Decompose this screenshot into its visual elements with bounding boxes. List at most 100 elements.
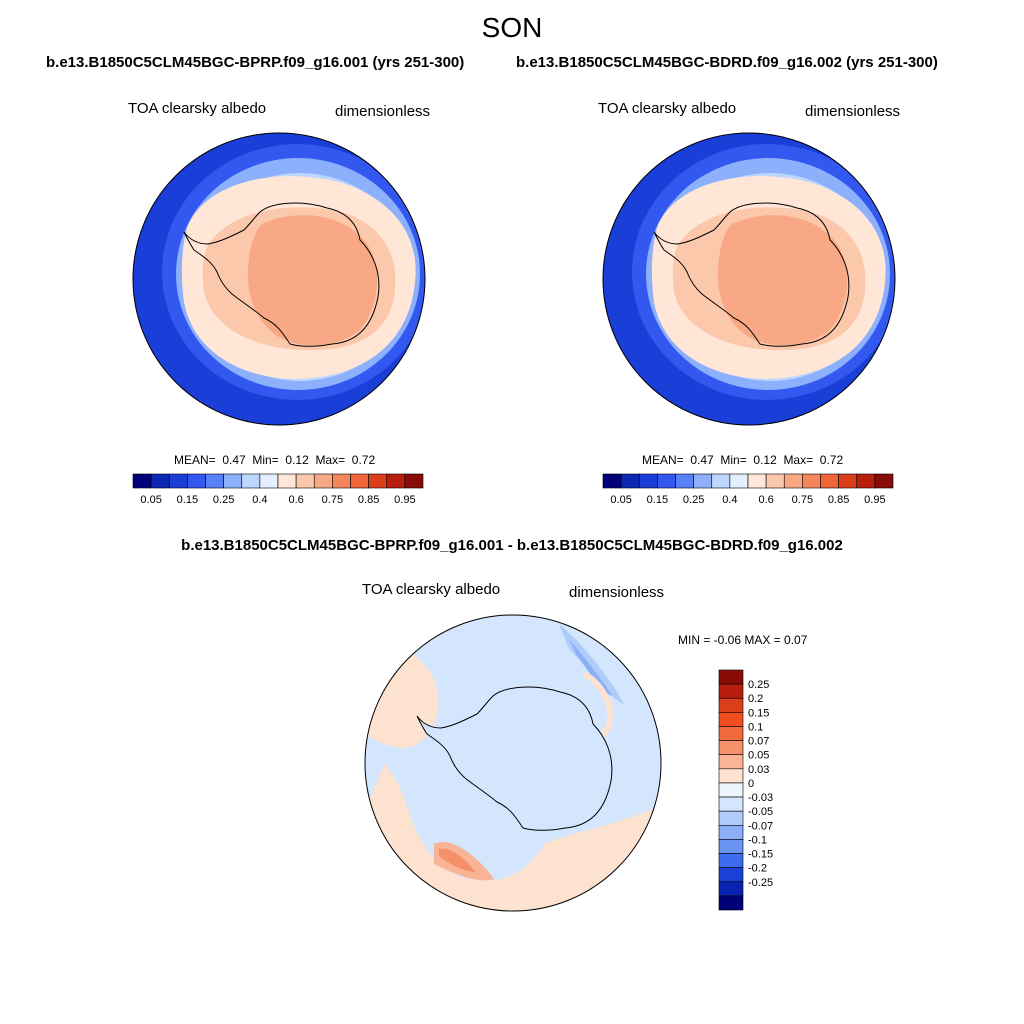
colorbar-tick-label: 0.1 <box>748 721 763 733</box>
colorbar-swatch <box>404 473 424 489</box>
colorbar-tick-label: 0.75 <box>322 494 343 506</box>
colorbar-tick-label: 0.75 <box>792 494 813 506</box>
colorbar-tick-label: 0.85 <box>358 494 379 506</box>
colorbar-tick-label: -0.15 <box>748 849 773 861</box>
colorbar-swatch <box>747 473 767 489</box>
colorbar-swatch <box>718 867 744 883</box>
colorbar-swatch <box>718 768 744 784</box>
colorbar-swatch <box>602 473 622 489</box>
colorbar-swatch <box>718 726 744 741</box>
colorbar-swatch <box>223 473 243 489</box>
colorbar-swatch <box>718 754 744 770</box>
mean-label: MEAN= <box>174 453 216 467</box>
colorbar-swatch <box>638 473 658 489</box>
colorbar-swatch <box>718 683 744 699</box>
colorbar-swatch <box>718 824 744 840</box>
colorbar-tick-label: 0.6 <box>758 494 773 506</box>
colorbar-swatch <box>205 473 224 489</box>
colorbar-tick-label: 0.25 <box>748 679 769 691</box>
antarctica-coastline <box>653 202 850 347</box>
colorbar-swatch <box>620 473 640 489</box>
right-variable-label: TOA clearsky albedo <box>598 100 737 117</box>
colorbar-tick-label: 0.07 <box>748 736 769 748</box>
right-colorbar: 0.05 0.15 0.25 0.4 0.6 0.75 0.85 0.95 <box>602 473 894 506</box>
left-stats: MEAN= 0.47 Min= 0.12 Max= 0.72 <box>174 453 375 467</box>
right-polar-map <box>602 132 896 426</box>
colorbar-tick-label: 0.15 <box>177 494 198 506</box>
max-label: Max= <box>315 453 346 467</box>
colorbar-tick-label: -0.07 <box>748 820 773 832</box>
colorbar-tick-label: -0.1 <box>748 834 767 846</box>
max-value: 0.72 <box>351 453 376 467</box>
antarctica-coastline <box>183 202 380 347</box>
right-case-title: b.e13.B1850C5CLM45BGC-BDRD.f09_g16.002 (… <box>516 54 938 71</box>
colorbar-swatch <box>386 473 406 489</box>
difference-colorbar: 0.25 0.2 0.15 0.1 0.07 0.05 0.03 0 -0.03 -0.05 -0.… <box>718 669 773 911</box>
colorbar-tick-label: 0.6 <box>288 494 303 506</box>
colorbar-swatch <box>718 782 744 798</box>
colorbar-tick-label: 0.85 <box>828 494 849 506</box>
max-label: Max= <box>783 453 814 467</box>
colorbar-tick-label: 0.95 <box>394 494 415 506</box>
mean-value: 0.47 <box>690 453 714 467</box>
colorbar-swatch <box>802 473 821 489</box>
colorbar-swatch <box>350 473 369 489</box>
colorbar-swatch <box>874 473 894 489</box>
colorbar-swatch <box>718 697 744 713</box>
colorbar-tick-label: 0.25 <box>683 494 704 506</box>
left-variable-label: TOA clearsky albedo <box>128 100 267 117</box>
colorbar-swatch <box>838 473 858 489</box>
colorbar-swatch <box>718 895 744 911</box>
colorbar-swatch <box>150 473 170 489</box>
colorbar-swatch <box>729 473 749 489</box>
right-units-label: dimensionless <box>805 103 901 120</box>
colorbar-swatch <box>718 810 744 826</box>
colorbar-swatch <box>277 473 297 489</box>
colorbar-swatch <box>332 473 351 489</box>
colorbar-swatch <box>241 473 261 489</box>
east-antarctic-plateau <box>717 215 848 346</box>
colorbar-swatch <box>168 473 188 489</box>
colorbar-swatch <box>657 473 676 489</box>
diff-minmax: MIN = -0.06 MAX = 0.07 <box>678 633 808 647</box>
colorbar-swatch <box>718 881 744 897</box>
diff-title: b.e13.B1850C5CLM45BGC-BPRP.f09_g16.001 -… <box>181 537 843 554</box>
colorbar-tick-label: 0.05 <box>748 750 769 762</box>
colorbar-swatch <box>295 473 315 489</box>
left-units-label: dimensionless <box>335 103 431 120</box>
colorbar-tick-label: -0.05 <box>748 806 773 818</box>
colorbar-swatch <box>718 740 744 756</box>
colorbar-swatch <box>313 473 333 489</box>
colorbar-swatch <box>718 712 744 727</box>
mean-value: 0.47 <box>222 453 246 467</box>
mean-label: MEAN= <box>642 453 684 467</box>
colorbar-swatch <box>718 839 744 854</box>
colorbar-swatch <box>675 473 694 489</box>
max-value: 0.72 <box>819 453 844 467</box>
colorbar-tick-label: 0 <box>748 778 754 790</box>
colorbar-tick-label: -0.03 <box>748 792 773 804</box>
colorbar-swatch <box>718 853 744 868</box>
east-antarctic-plateau <box>247 215 378 346</box>
colorbar-tick-label: 0.05 <box>140 494 161 506</box>
colorbar-swatch <box>718 796 744 812</box>
colorbar-swatch <box>765 473 785 489</box>
colorbar-swatch <box>783 473 803 489</box>
colorbar-swatch <box>718 669 744 685</box>
positive-diff-hotspot <box>439 848 476 872</box>
colorbar-tick-label: 0.4 <box>722 494 737 506</box>
colorbar-tick-label: -0.25 <box>748 877 773 889</box>
min-value: 0.12 <box>285 453 309 467</box>
colorbar-swatch <box>856 473 876 489</box>
min-label: Min= <box>252 453 279 467</box>
antarctica-coastline <box>416 686 613 831</box>
colorbar-swatch <box>711 473 731 489</box>
colorbar-tick-label: 0.15 <box>647 494 668 506</box>
colorbar-swatch <box>259 473 279 489</box>
colorbar-tick-label: 0.25 <box>213 494 234 506</box>
right-stats: MEAN= 0.47 Min= 0.12 Max= 0.72 <box>642 453 843 467</box>
colorbar-tick-label: -0.2 <box>748 863 767 875</box>
left-case-title: b.e13.B1850C5CLM45BGC-BPRP.f09_g16.001 (… <box>46 54 465 71</box>
colorbar-swatch <box>693 473 713 489</box>
diff-variable-label: TOA clearsky albedo <box>362 581 501 598</box>
